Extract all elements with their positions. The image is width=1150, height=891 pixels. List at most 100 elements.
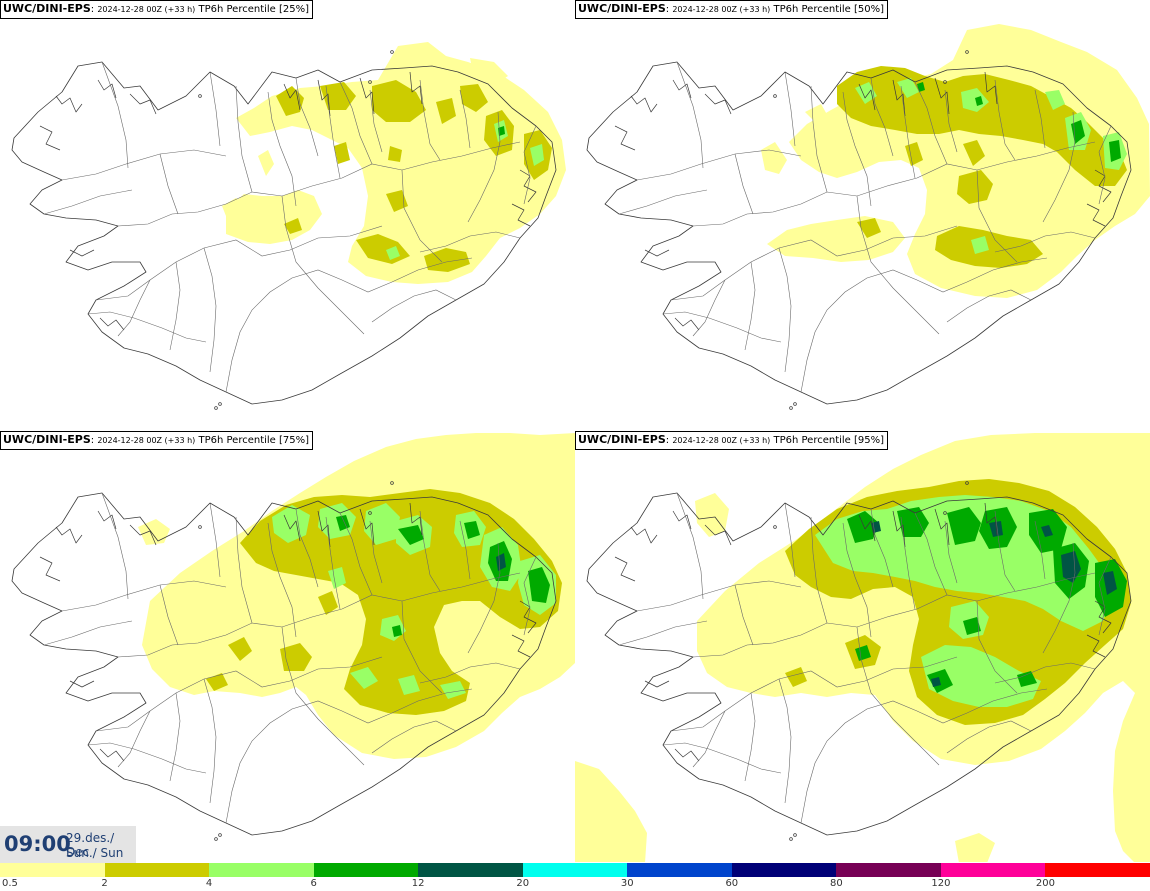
- colorbar-label: 6: [310, 878, 317, 889]
- iceland-map: [11, 433, 575, 841]
- precip-contour: [496, 553, 506, 571]
- model-name: UWC/DINI-EPS: [578, 2, 666, 15]
- fjord-line: [674, 748, 700, 762]
- inland-boundary: [692, 710, 726, 768]
- inland-boundary: [281, 626, 365, 766]
- precip-contour: [258, 150, 274, 176]
- fjord-line: [1086, 203, 1106, 227]
- inland-boundary: [636, 580, 802, 612]
- inland-boundary: [1034, 520, 1046, 580]
- fjord-line: [97, 79, 117, 99]
- inland-boundary: [976, 169, 1018, 263]
- inland-boundary: [1042, 111, 1076, 223]
- panel-title: UWC/DINI-EPS: 2024-12-28 00Z (+33 h) TP6…: [575, 431, 889, 450]
- fjord-line: [69, 249, 95, 257]
- precip-contour: [1109, 140, 1121, 162]
- inland-boundary: [159, 584, 179, 646]
- inland-boundary: [203, 247, 217, 373]
- precip-contour: [398, 525, 424, 545]
- fjord-line: [99, 317, 125, 331]
- inland-boundary: [169, 261, 181, 351]
- precip-contour: [392, 625, 402, 637]
- inland-boundary: [101, 61, 129, 169]
- inland-boundary: [87, 311, 207, 343]
- inland-boundary: [267, 522, 297, 638]
- inland-boundary: [459, 520, 471, 580]
- inland-boundary: [870, 508, 894, 588]
- map-panel-p25: UWC/DINI-EPS: 2024-12-28 00Z (+33 h) TP6…: [0, 0, 575, 431]
- precip-contour: [1045, 90, 1065, 110]
- inland-boundary: [670, 225, 958, 301]
- inland-boundary: [976, 600, 1018, 694]
- iceland-map: [575, 433, 1150, 862]
- inland-boundary: [467, 542, 501, 654]
- inland-boundary: [1098, 125, 1112, 205]
- inland-boundary: [401, 169, 443, 263]
- inland-boundary: [994, 662, 1096, 684]
- colorbar-label: 12: [411, 878, 425, 889]
- fjord-line: [283, 514, 301, 542]
- fjord-line: [55, 95, 83, 113]
- inland-lines: [618, 61, 1112, 393]
- precip-contour: [436, 98, 456, 124]
- precip-contour: [695, 493, 729, 537]
- fjord-line: [934, 508, 950, 546]
- inland-boundary: [1098, 556, 1112, 636]
- map-panel-p95: UWC/DINI-EPS: 2024-12-28 00Z (+33 h) TP6…: [575, 431, 1150, 862]
- map-panel-p75: UWC/DINI-EPS: 2024-12-28 00Z (+33 h) TP6…: [0, 431, 575, 862]
- fjord-line: [409, 502, 423, 536]
- iceland-map: [586, 24, 1150, 410]
- inland-boundary: [419, 662, 521, 684]
- precip-contour: [272, 505, 310, 543]
- precip-contour: [372, 80, 426, 122]
- island: [943, 511, 947, 515]
- precip-contour: [470, 58, 508, 84]
- inland-boundary: [369, 89, 383, 153]
- iceland-coastline: [11, 61, 557, 405]
- precip-contour: [785, 667, 807, 687]
- fjord-line: [129, 524, 157, 546]
- map-layer: [586, 24, 1150, 410]
- island: [214, 406, 218, 410]
- precip-contour: [528, 567, 550, 603]
- map-panel-p50: UWC/DINI-EPS: 2024-12-28 00Z (+33 h) TP6…: [575, 0, 1150, 431]
- inland-boundary: [692, 572, 1096, 658]
- fjord-line: [1094, 169, 1112, 203]
- fjord-line: [892, 510, 906, 548]
- colorbar-segment: [1045, 863, 1150, 877]
- inland-boundary: [692, 141, 1096, 227]
- inland-boundary: [369, 520, 383, 584]
- inland-boundary: [800, 688, 1048, 824]
- inland-boundary: [994, 79, 1016, 161]
- colorbar-segment: [104, 863, 210, 877]
- inland-boundary: [914, 512, 948, 596]
- precip-contour: [1017, 671, 1037, 687]
- fjord-line: [614, 125, 636, 151]
- precip-contour: [464, 521, 480, 539]
- inland-lines: [43, 492, 537, 824]
- fjord-line: [630, 95, 658, 113]
- inland-boundary: [676, 61, 704, 169]
- inland-boundary: [914, 81, 948, 165]
- iceland-coastline: [11, 492, 557, 836]
- valid-date: 29.des./ Dec: [66, 831, 115, 859]
- colorbar-label: 60: [725, 878, 739, 889]
- panel-title: UWC/DINI-EPS: 2024-12-28 00Z (+33 h) TP6…: [575, 0, 889, 19]
- inland-boundary: [784, 502, 796, 578]
- fjord-line: [630, 526, 658, 544]
- inland-boundary: [900, 516, 916, 610]
- map-layer: [11, 433, 575, 841]
- inland-boundary: [734, 153, 754, 215]
- island: [198, 525, 202, 529]
- product-name: TP6h Percentile [95%]: [773, 435, 885, 446]
- inland-boundary: [662, 742, 782, 774]
- precip-contour: [947, 507, 981, 545]
- island: [218, 833, 222, 837]
- precip-contour: [498, 126, 505, 136]
- precip-contour: [398, 675, 420, 695]
- valid-time: 09:00: [4, 832, 71, 856]
- precip-contour: [975, 96, 983, 106]
- inland-boundary: [946, 289, 1032, 323]
- precip-contour: [530, 144, 544, 166]
- fjord-line: [892, 79, 906, 117]
